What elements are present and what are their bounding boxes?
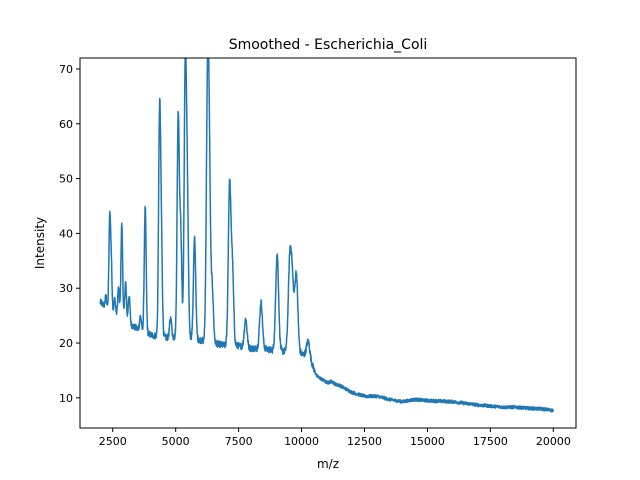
x-tick-label: 5000 xyxy=(162,435,190,448)
x-tick-label: 2500 xyxy=(99,435,127,448)
x-axis-label: m/z xyxy=(317,457,339,471)
x-axis: 2500 5000 7500 10000 12500 15000 17500 20000 xyxy=(99,428,571,448)
x-tick-label: 10000 xyxy=(284,435,319,448)
x-tick-label: 15000 xyxy=(410,435,445,448)
x-tick-label: 17500 xyxy=(473,435,508,448)
y-tick-label: 40 xyxy=(59,227,73,240)
y-tick-label: 20 xyxy=(59,337,73,350)
chart-title: Smoothed - Escherichia_Coli xyxy=(229,37,428,53)
y-axis-label: Intensity xyxy=(33,217,47,269)
y-tick-label: 70 xyxy=(59,63,73,76)
y-tick-label: 50 xyxy=(59,173,73,186)
x-tick-label: 20000 xyxy=(536,435,571,448)
x-tick-label: 12500 xyxy=(347,435,382,448)
y-axis: 10 20 30 40 50 60 70 xyxy=(59,63,80,405)
x-tick-label: 7500 xyxy=(225,435,253,448)
y-tick-label: 60 xyxy=(59,118,73,131)
y-tick-label: 30 xyxy=(59,282,73,295)
plot-frame xyxy=(79,57,577,429)
spectrum-line xyxy=(99,58,555,413)
y-tick-label: 10 xyxy=(59,392,73,405)
